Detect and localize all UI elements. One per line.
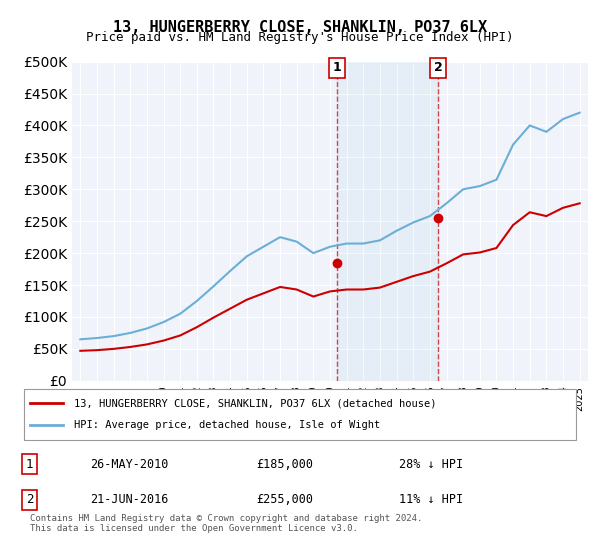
Text: 13, HUNGERBERRY CLOSE, SHANKLIN, PO37 6LX: 13, HUNGERBERRY CLOSE, SHANKLIN, PO37 6L… [113,20,487,35]
Text: 13, HUNGERBERRY CLOSE, SHANKLIN, PO37 6LX (detached house): 13, HUNGERBERRY CLOSE, SHANKLIN, PO37 6L… [74,398,436,408]
FancyBboxPatch shape [24,389,576,440]
Text: 1: 1 [26,458,33,470]
Text: £255,000: £255,000 [256,493,313,506]
Bar [337,62,438,381]
Text: £185,000: £185,000 [256,458,313,470]
Text: 21-JUN-2016: 21-JUN-2016 [90,493,169,506]
Text: 26-MAY-2010: 26-MAY-2010 [90,458,169,470]
Text: Price paid vs. HM Land Registry's House Price Index (HPI): Price paid vs. HM Land Registry's House … [86,31,514,44]
Text: 2: 2 [26,493,33,506]
Text: 2: 2 [434,62,443,74]
Text: HPI: Average price, detached house, Isle of Wight: HPI: Average price, detached house, Isle… [74,421,380,431]
Text: 11% ↓ HPI: 11% ↓ HPI [400,493,463,506]
Text: 1: 1 [332,62,341,74]
Text: Contains HM Land Registry data © Crown copyright and database right 2024.
This d: Contains HM Land Registry data © Crown c… [29,514,422,533]
Text: 28% ↓ HPI: 28% ↓ HPI [400,458,463,470]
